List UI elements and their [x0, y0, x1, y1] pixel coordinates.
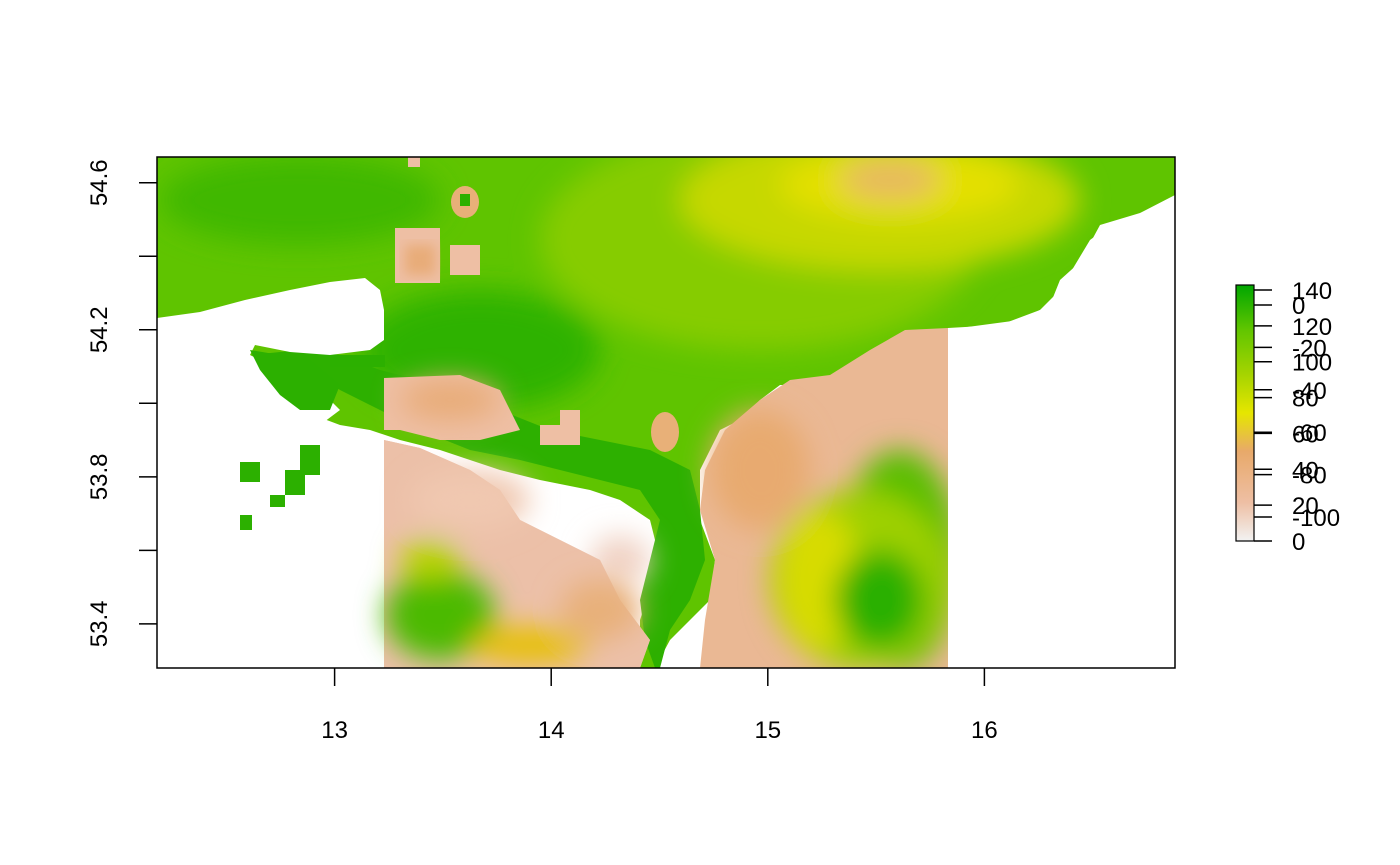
legend-label: 60: [1292, 421, 1319, 448]
y-tick-label: 53.8: [86, 453, 113, 500]
color-legend: 140 120 100 80 60 40 20 0 0 -20 -40 -60 -80 -100: [1235, 278, 1340, 556]
raster-layer: [157, 157, 1175, 668]
legend-label: -60: [1292, 420, 1327, 447]
y-tick-label: 53.4: [86, 601, 113, 648]
legend-label: 140: [1292, 278, 1332, 305]
legend-label: 20: [1292, 493, 1319, 520]
legend-label: 100: [1292, 350, 1332, 377]
legend-label: 0: [1292, 293, 1305, 320]
west-fragments: [240, 350, 385, 530]
land-southwest-shading: [385, 470, 640, 663]
legend-label: -100: [1292, 505, 1340, 532]
legend-label: 120: [1292, 314, 1332, 341]
no-data-areas: [157, 200, 1175, 668]
legend-label: -80: [1292, 463, 1327, 490]
y-tick-labels: 53.4 53.8 54.2 54.6: [86, 159, 113, 647]
x-tick-label: 16: [971, 717, 998, 744]
legend-label: -40: [1292, 378, 1327, 405]
x-tick-label: 14: [538, 717, 565, 744]
no-data-east: [948, 200, 1175, 668]
x-tick-labels: 13 14 15 16: [321, 717, 997, 744]
legend-label: 0: [1292, 529, 1305, 556]
sea-shading: [160, 157, 1080, 410]
y-tick-label: 54.2: [86, 306, 113, 353]
legend-label: 40: [1292, 457, 1319, 484]
y-axis: [139, 181, 157, 625]
x-axis: [333, 668, 986, 686]
x-tick-label: 13: [321, 717, 348, 744]
islands: [395, 157, 679, 452]
legend-label: -20: [1292, 335, 1327, 362]
legend-colorbar: [1235, 284, 1255, 542]
x-tick-label: 15: [754, 717, 781, 744]
no-data-west-lower: [157, 440, 384, 668]
plot-frame: [156, 156, 1176, 669]
legend-label: 80: [1292, 386, 1319, 413]
y-tick-label: 54.6: [86, 159, 113, 206]
